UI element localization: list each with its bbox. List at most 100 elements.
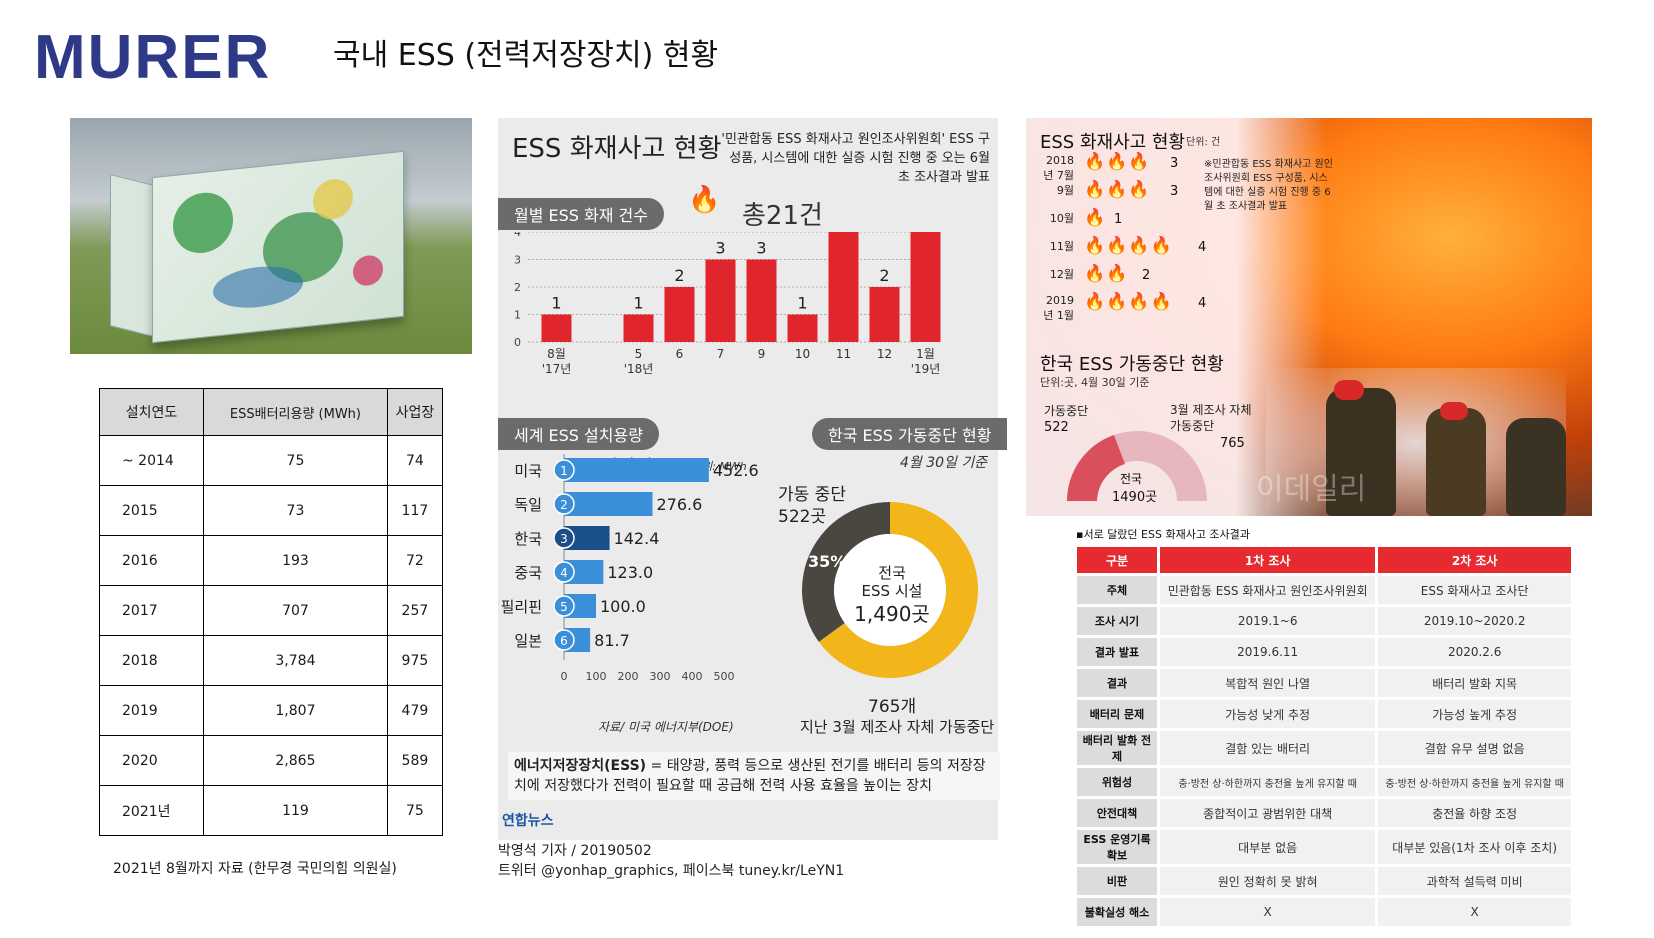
bar — [746, 259, 777, 342]
bar-value-label: 3 — [715, 239, 725, 258]
table-row: 결과 발표 2019.6.11 2020.2.6 — [1077, 638, 1571, 666]
korea-donut-chart — [802, 502, 978, 678]
row-header: 결과 — [1077, 669, 1157, 697]
bar — [564, 492, 653, 516]
category-label: 중국 — [514, 564, 542, 582]
x-tick-label: 9 — [758, 347, 766, 361]
table-cell: 2019.6.11 — [1160, 638, 1376, 666]
table-cell: ESS 화재사고 조사단 — [1378, 576, 1571, 604]
right-stop-value: 522 — [1044, 420, 1069, 435]
compare-table: 구분 1차 조사 2차 조사 주체 민관합동 ESS 화재사고 원인조사위원회 ES… — [1074, 544, 1574, 929]
bar — [705, 259, 736, 342]
rank-badge — [553, 561, 575, 583]
table-cell: 가능성 높게 추정 — [1378, 700, 1571, 728]
table-row: 불확실성 해소 X X — [1077, 898, 1571, 926]
table-cell: 2015 — [98, 485, 205, 536]
table-cell: 결함 유무 설명 없음 — [1378, 731, 1571, 765]
rank-label: 3 — [560, 532, 568, 546]
table-cell: X — [1160, 898, 1376, 926]
x-tick-label: 100 — [586, 670, 607, 683]
rank-badge — [553, 493, 575, 515]
row-header: 배터리 발화 전제 — [1077, 731, 1157, 765]
table-cell: 2017 — [98, 585, 205, 636]
bar — [623, 314, 654, 342]
x-tick-label: 1월 — [916, 347, 935, 361]
month-label: 12월 — [1049, 268, 1074, 281]
infographic-note: '민관합동 ESS 화재사고 원인조사위원회' ESS 구성품, 시스템에 대한… — [721, 132, 990, 185]
table-row: 배터리 문제 가능성 낮게 추정 가능성 높게 추정 — [1077, 700, 1571, 728]
self-stop-label: 지난 3월 제조사 자체 가동중단 — [800, 718, 995, 736]
table-cell: 589 — [386, 735, 444, 786]
monthly-fires-label: 월별 ESS 화재 건수 — [498, 198, 664, 230]
bar — [541, 314, 572, 342]
x-tick-label: 500 — [714, 670, 735, 683]
credit-social: 트위터 @yonhap_graphics, 페이스북 tuney.kr/LeYN… — [498, 863, 845, 879]
table-row: 2016 193 72 — [98, 535, 444, 586]
fire-icon: 🔥 — [688, 185, 721, 215]
table-cell: 119 — [203, 785, 388, 836]
category-label: 미국 — [514, 462, 542, 480]
rank-badge — [553, 459, 575, 481]
flame-icons: 🔥🔥🔥🔥 — [1084, 292, 1173, 312]
donut-pct: 35% — [808, 552, 847, 571]
table-cell: 결함 있는 배터리 — [1160, 731, 1376, 765]
month-count: 4 — [1198, 240, 1207, 255]
table-cell: X — [1378, 898, 1571, 926]
header-cell: 구분 — [1077, 547, 1157, 573]
table-cell: 복합적 원인 나열 — [1160, 669, 1376, 697]
bar — [787, 314, 818, 342]
y-tick-label: 0 — [514, 336, 521, 349]
x-tick-label: 7 — [717, 347, 725, 361]
infographic-title: ESS 화재사고 현황 — [512, 134, 722, 164]
bar-value-label: 1 — [551, 294, 561, 313]
value-label: 100.0 — [600, 597, 646, 616]
row-header: 조사 시기 — [1077, 607, 1157, 635]
rank-label: 2 — [560, 498, 568, 512]
right-self-label: 3월 제조사 자체 가동중단 — [1170, 403, 1252, 433]
world-install-label: 세계 ESS 설치용량 — [498, 418, 659, 450]
rank-label: 1 — [560, 464, 568, 478]
x-tick-label: 5 — [635, 347, 643, 361]
row-header: 안전대책 — [1077, 799, 1157, 827]
category-label: 필리핀 — [501, 598, 542, 616]
donut-center-1: 전국 — [878, 564, 906, 582]
flame-icons: 🔥 — [1084, 208, 1107, 228]
compare-header-row: 구분 1차 조사 2차 조사 — [1077, 547, 1571, 573]
table-cell: 대부분 있음(1차 조사 이후 조치) — [1378, 830, 1571, 864]
month-label: 10월 — [1049, 212, 1074, 225]
x-tick-label: 12 — [877, 347, 892, 361]
korea-stop-label: 한국 ESS 가동중단 현황 — [812, 418, 1008, 450]
table-source-note: 2021년 8월까지 자료 (한무경 국민의힘 의원실) — [113, 861, 397, 877]
row-header: 주체 — [1077, 576, 1157, 604]
right-fire-title: ESS 화재사고 현황 — [1040, 132, 1186, 153]
table-row: 위험성 충·방전 상·하한까지 충전율 높게 유지할 때 충·방전 상·하한까지 충… — [1077, 768, 1571, 796]
rank-badge — [553, 629, 575, 651]
month-count: 1 — [1114, 212, 1123, 227]
y-tick-label: 3 — [514, 254, 521, 267]
x-tick-label: 400 — [682, 670, 703, 683]
x-tick-label: 200 — [618, 670, 639, 683]
table-cell: 193 — [203, 535, 388, 586]
right-fire-unit: 단위: 건 — [1186, 137, 1221, 148]
total-fires: 총21건 — [742, 201, 823, 231]
row-header: 비판 — [1077, 867, 1157, 895]
x-tick-label: 11 — [836, 347, 851, 361]
install-table: 설치연도 ESS배터리용량 (MWh) 사업장 ~ 2014 75 74 2015 7… — [98, 388, 444, 836]
x-tick-label: 10 — [795, 347, 810, 361]
bar — [910, 232, 941, 342]
table-cell: 2020.2.6 — [1378, 638, 1571, 666]
table-cell: 75 — [386, 785, 444, 836]
month-count: 3 — [1170, 156, 1179, 171]
bar-value-label: 2 — [879, 266, 889, 285]
table-cell: 2016 — [98, 535, 205, 586]
header-cell: 사업장 — [386, 388, 444, 436]
table-cell: 479 — [386, 685, 444, 736]
bar-value-label: 1 — [797, 294, 807, 313]
category-label: 한국 — [514, 530, 542, 548]
donut-center-value: 1,490곳 — [854, 602, 930, 626]
month-count: 3 — [1170, 184, 1179, 199]
table-cell: 2019.1~6 — [1160, 607, 1376, 635]
table-row: 결과 복합적 원인 나열 배터리 발화 지목 — [1077, 669, 1571, 697]
table-row: 배터리 발화 전제 결함 있는 배터리 결함 유무 설명 없음 — [1077, 731, 1571, 765]
stopped-value: 522곳 — [778, 507, 827, 527]
